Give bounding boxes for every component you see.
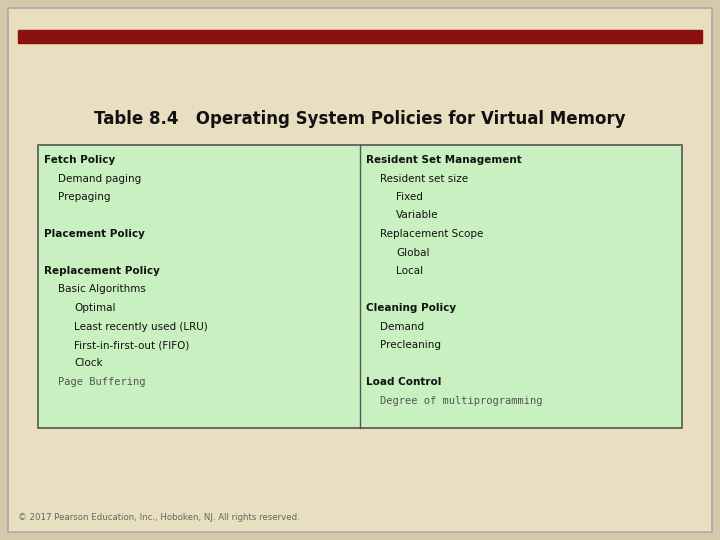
Text: Load Control: Load Control: [366, 377, 441, 387]
Text: Basic Algorithms: Basic Algorithms: [58, 285, 146, 294]
Text: Page Buffering: Page Buffering: [58, 377, 145, 387]
Text: Resident Set Management: Resident Set Management: [366, 155, 522, 165]
Text: Optimal: Optimal: [74, 303, 115, 313]
Text: Fixed: Fixed: [396, 192, 423, 202]
Text: Prepaging: Prepaging: [58, 192, 110, 202]
Text: Local: Local: [396, 266, 423, 276]
Text: Replacement Policy: Replacement Policy: [44, 266, 160, 276]
Text: Least recently used (LRU): Least recently used (LRU): [74, 321, 208, 332]
Text: First-in-first-out (FIFO): First-in-first-out (FIFO): [74, 340, 189, 350]
Text: Cleaning Policy: Cleaning Policy: [366, 303, 456, 313]
Text: © 2017 Pearson Education, Inc., Hoboken, NJ. All rights reserved.: © 2017 Pearson Education, Inc., Hoboken,…: [18, 513, 300, 522]
Text: Replacement Scope: Replacement Scope: [380, 229, 483, 239]
Bar: [18, 30, 702, 43]
Text: Degree of multiprogramming: Degree of multiprogramming: [380, 395, 542, 406]
Text: Variable: Variable: [396, 211, 438, 220]
Text: Global: Global: [396, 247, 430, 258]
Text: Table 8.4   Operating System Policies for Virtual Memory: Table 8.4 Operating System Policies for …: [94, 110, 626, 128]
FancyBboxPatch shape: [8, 8, 712, 532]
Text: Clock: Clock: [74, 359, 103, 368]
Text: Fetch Policy: Fetch Policy: [44, 155, 115, 165]
Text: Precleaning: Precleaning: [380, 340, 441, 350]
Text: Demand paging: Demand paging: [58, 173, 141, 184]
Text: Resident set size: Resident set size: [380, 173, 468, 184]
Text: Demand: Demand: [380, 321, 424, 332]
Text: Placement Policy: Placement Policy: [44, 229, 145, 239]
FancyBboxPatch shape: [38, 145, 682, 428]
